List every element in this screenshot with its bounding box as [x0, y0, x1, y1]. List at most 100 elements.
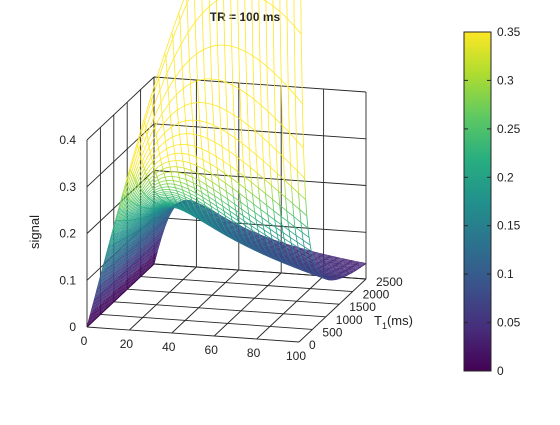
surface-segment-4333 [179, 178, 180, 183]
grid-line-12 [154, 217, 366, 232]
surface-segment-625 [187, 162, 191, 163]
surface-segment-390 [200, 121, 204, 122]
surface-segment-4563 [196, 54, 197, 81]
surface-segment-4889 [261, 253, 262, 254]
surface-segment-4232 [186, 212, 187, 213]
surface-segment-4799 [280, 242, 281, 243]
surface-segment-4326 [171, 127, 172, 137]
surface-segment-4204 [155, 126, 156, 134]
surface-segment-3861 [132, 234, 133, 235]
surface-segment-3656 [352, 261, 356, 262]
surface-segment-682 [177, 167, 181, 168]
surface-segment-143 [171, 58, 175, 65]
surface-segment-551 [136, 187, 140, 194]
surface-segment-295 [286, 129, 290, 133]
surface-segment-915 [157, 185, 161, 187]
surface-segment-151 [199, 13, 203, 17]
surface-segment-4675 [262, 239, 263, 240]
surface-segment-4026 [136, 181, 137, 183]
surface-segment-294 [282, 125, 286, 129]
surface-segment-403 [246, 146, 250, 149]
surface-segment-4383 [175, 78, 176, 95]
surface-segment-4080 [137, 145, 138, 146]
surface-segment-137 [149, 108, 153, 118]
surface-segment-611 [137, 189, 141, 196]
surface-segment-4390 [183, 161, 184, 168]
surface-segment-4413 [209, 225, 210, 226]
surface-segment-439 [162, 141, 166, 144]
surface-segment-4143 [147, 135, 148, 141]
surface-segment-4792 [272, 246, 273, 247]
surface-segment-4870 [240, 194, 241, 203]
surface-segment-4448 [188, 145, 189, 155]
surface-segment-617 [158, 165, 162, 167]
surface-segment-4928 [244, 177, 245, 189]
surface-segment-797 [162, 177, 166, 178]
surface-segment-4685 [213, 105, 214, 126]
surface-segment-4208 [160, 154, 161, 159]
surface-segment-4567 [201, 136, 202, 149]
surface-segment-4859 [287, 245, 288, 246]
surface-segment-4322 [167, 73, 168, 89]
surface-segment-4807 [229, 151, 230, 166]
surface-segment-260 [162, 108, 166, 113]
surface-segment-234 [281, 80, 285, 84]
surface-segment-4261 [159, 78, 160, 90]
surface-segment-4748 [223, 161, 224, 173]
surface-segment-4173 [180, 209, 181, 210]
surface-segment-4501 [187, 3, 188, 32]
surface-segment-3939 [159, 212, 160, 213]
surface-segment-4570 [204, 169, 205, 177]
surface-segment-4440 [179, 13, 180, 20]
surface-segment-4260 [158, 75, 159, 78]
surface-segment-212 [203, 48, 207, 50]
surface-segment-676 [156, 171, 160, 174]
surface-segment-23 [168, 33, 172, 43]
surface-segment-4085 [142, 162, 143, 166]
surface-segment-3863 [134, 232, 135, 233]
grid-line-15 [154, 77, 366, 92]
surface-segment-3972 [136, 204, 137, 205]
surface-segment-4040 [152, 201, 153, 202]
surface-segment-1274 [160, 197, 164, 198]
surface-segment-1333 [158, 199, 162, 200]
surface-segment-1213 [155, 197, 159, 199]
surface-segment-4450 [190, 163, 191, 171]
surface-segment-4045 [157, 204, 158, 205]
surface-segment-4262 [160, 90, 161, 102]
surface-segment-4831 [256, 251, 257, 252]
surface-segment-4097 [155, 192, 156, 194]
surface-segment-199 [158, 102, 162, 109]
surface-segment-3942 [162, 211, 163, 212]
surface-segment-4806 [228, 133, 229, 151]
surface-segment-4034 [145, 194, 146, 195]
surface-segment-3858 [128, 236, 129, 237]
surface-segment-326 [185, 104, 189, 105]
surface-segment-257 [152, 126, 156, 133]
surface-segment-25 [175, 13, 179, 23]
surface-segment-205 [179, 68, 183, 73]
surface-segment-1154 [158, 194, 162, 195]
surface-segment-734 [150, 179, 154, 182]
surface-segment-3846 [115, 243, 116, 244]
surface-segment-287 [258, 102, 262, 105]
surface-segment-335 [216, 106, 220, 108]
surface-segment-4626 [207, 123, 208, 139]
surface-segment-202 [168, 83, 172, 89]
surface-segment-298 [296, 140, 300, 144]
surface-segment-333 [209, 104, 213, 105]
surface-segment-4268 [167, 149, 168, 156]
surface-segment-1214 [159, 196, 163, 197]
surface-segment-3844 [113, 244, 114, 245]
surface-segment-4532 [222, 233, 223, 234]
surface-segment-271 [201, 79, 205, 80]
surface-segment-213 [207, 47, 211, 48]
surface-segment-4742 [216, 1, 217, 46]
surface-segment-4323 [168, 89, 169, 103]
surface-segment-320 [163, 120, 167, 124]
surface-segment-86 [180, 12, 184, 21]
surface-segment-559 [164, 156, 168, 158]
surface-segment-3940 [160, 211, 161, 212]
surface-segment-4387 [180, 135, 181, 145]
